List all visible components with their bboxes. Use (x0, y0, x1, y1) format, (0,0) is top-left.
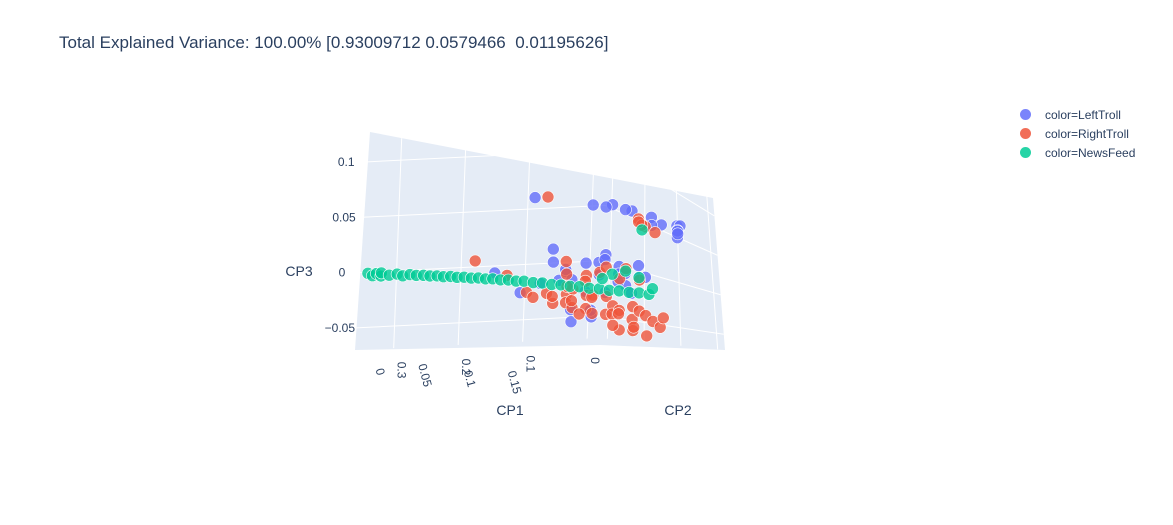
gridline-x (393, 138, 403, 349)
point-righttroll[interactable] (559, 255, 573, 268)
legend-marker (1020, 147, 1031, 158)
gridline-x (522, 131, 532, 342)
x-tick-label: 0 (588, 357, 602, 364)
z-tick-label: −0.05 (325, 321, 356, 335)
axis-titles: CP1 CP2 CP3 (285, 263, 691, 418)
gridline-z (355, 315, 601, 329)
gridline-z (360, 204, 606, 218)
gridline-y (675, 174, 682, 346)
gridline-z (606, 149, 715, 217)
x-tick-label: 0.1 (524, 355, 538, 372)
point-lefttroll[interactable] (619, 203, 632, 216)
x-tick-label: 0.3 (395, 362, 409, 379)
point-lefttroll[interactable] (632, 259, 645, 272)
legend-label: color=NewsFeed (1045, 145, 1136, 160)
point-lefttroll[interactable] (586, 198, 600, 212)
gridline-y (706, 195, 719, 350)
point-lefttroll[interactable] (671, 227, 685, 241)
legend-item-righttroll[interactable]: color=RightTroll (1015, 124, 1135, 143)
tick-labels: 0.3 0.2 0.1 00 0.05 0.1 0.150.10.050−0.05 (325, 155, 602, 396)
point-righttroll[interactable] (572, 307, 586, 321)
legend: color=LeftTroll color=RightTroll color=New… (1015, 105, 1135, 162)
point-righttroll[interactable] (560, 267, 573, 281)
z-tick-label: 0 (339, 266, 346, 280)
y-axis-title: CP2 (664, 402, 691, 418)
point-righttroll[interactable] (606, 318, 620, 332)
point-newsfeed[interactable] (619, 264, 632, 278)
legend-marker (1020, 109, 1031, 120)
y-tick-label: 0 (373, 367, 388, 377)
z-tick-label: 0.1 (338, 155, 355, 169)
z-tick-label: 0.05 (332, 210, 356, 224)
legend-item-lefttroll[interactable]: color=LeftTroll (1015, 105, 1135, 124)
point-lefttroll[interactable] (528, 191, 542, 204)
point-righttroll[interactable] (565, 294, 578, 308)
gridline-x (457, 134, 467, 345)
point-lefttroll[interactable] (546, 242, 560, 256)
point-lefttroll[interactable] (579, 256, 593, 270)
y-tick-label: 0.15 (505, 369, 525, 395)
point-newsfeed[interactable] (632, 271, 646, 284)
legend-label: color=RightTroll (1045, 126, 1129, 141)
chart-title: Total Explained Variance: 100.00% [0.930… (59, 33, 609, 52)
data-points (361, 190, 687, 343)
point-newsfeed[interactable] (635, 223, 649, 237)
point-righttroll[interactable] (656, 311, 670, 325)
legend-item-newsfeed[interactable]: color=NewsFeed (1015, 143, 1135, 162)
point-righttroll[interactable] (541, 190, 555, 204)
x-tick-label: 0.2 (459, 359, 473, 376)
point-righttroll[interactable] (585, 307, 599, 320)
point-lefttroll[interactable] (547, 255, 560, 269)
point-righttroll[interactable] (648, 226, 662, 239)
z-axis-title: CP3 (285, 263, 312, 279)
point-righttroll[interactable] (640, 329, 654, 343)
point-righttroll[interactable] (627, 320, 641, 334)
point-newsfeed[interactable] (646, 282, 659, 296)
point-righttroll[interactable] (526, 290, 540, 304)
y-tick-label: 0.1 (461, 369, 479, 389)
legend-marker (1020, 128, 1031, 139)
point-righttroll[interactable] (468, 254, 482, 268)
x-axis-title: CP1 (496, 402, 523, 418)
point-newsfeed[interactable] (595, 272, 609, 285)
legend-label: color=LeftTroll (1045, 107, 1121, 122)
point-righttroll[interactable] (612, 307, 625, 321)
gridline-z (362, 149, 608, 163)
point-righttroll[interactable] (545, 290, 559, 303)
y-tick-label: 0.05 (415, 362, 435, 388)
point-lefttroll[interactable] (599, 200, 613, 214)
